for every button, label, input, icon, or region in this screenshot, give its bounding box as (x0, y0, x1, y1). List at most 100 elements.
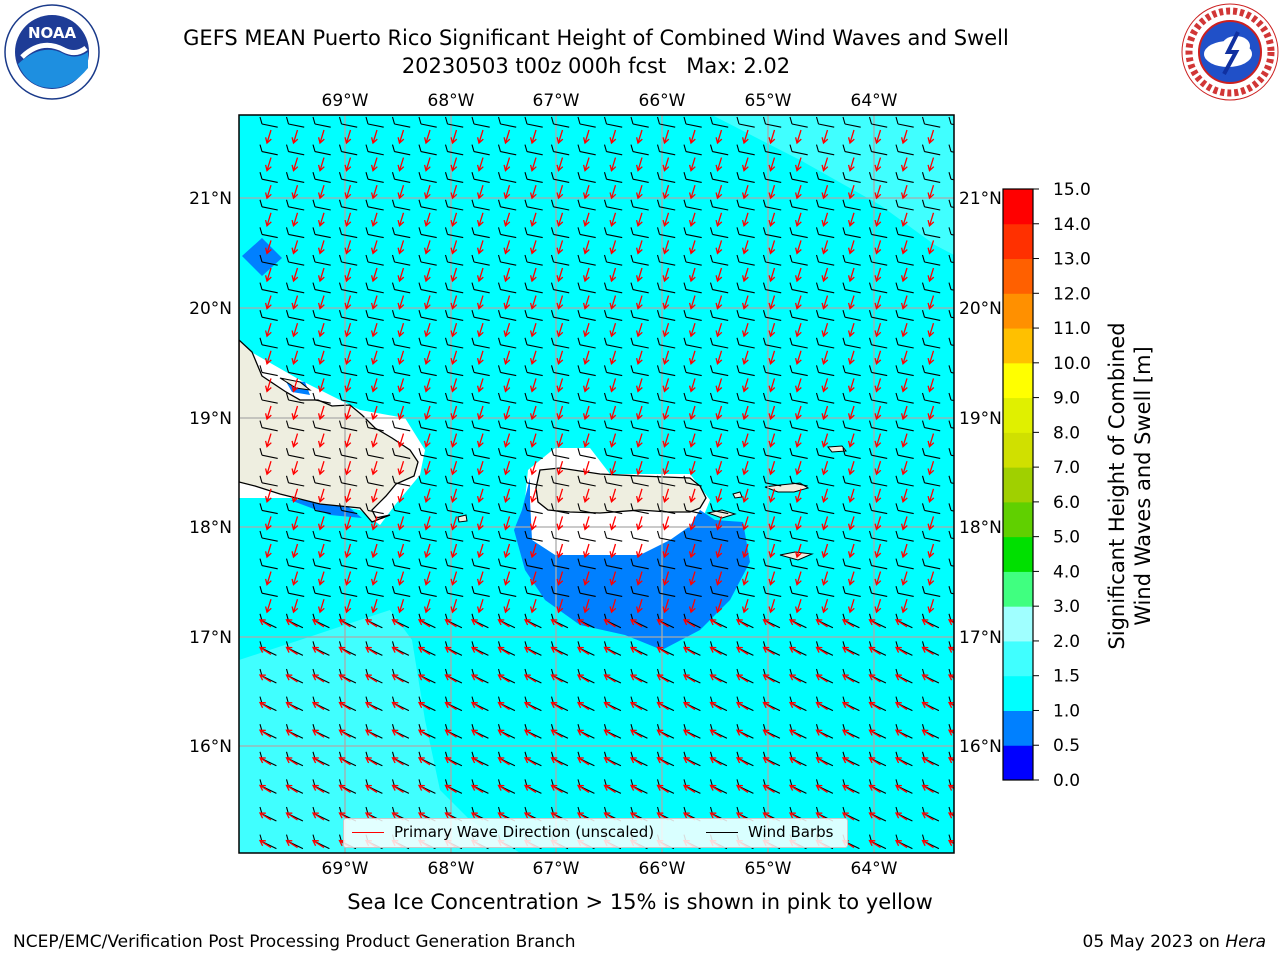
wave-direction-arrow (311, 757, 325, 766)
wind-barb (630, 199, 649, 211)
wind-barb (338, 586, 358, 597)
wind-barb (391, 144, 411, 156)
wind-barb (789, 199, 808, 211)
wave-direction-arrow (291, 267, 299, 283)
wind-barb (762, 586, 782, 597)
wind-barb (603, 503, 623, 515)
wave-direction-arrow (847, 212, 855, 228)
legend-barb-label: Wind Barbs (748, 823, 834, 841)
wind-barb (365, 503, 384, 515)
wave-direction-arrow (874, 571, 882, 586)
wave-direction-arrow (635, 323, 643, 338)
wave-direction-arrow (529, 488, 537, 504)
wave-direction-arrow (503, 212, 511, 228)
wind-barb (577, 558, 596, 570)
wind-barb (789, 558, 808, 570)
wave-direction-arrow (423, 543, 431, 559)
wave-direction-arrow (417, 646, 431, 655)
wave-direction-arrow (576, 674, 590, 683)
wave-direction-arrow (662, 295, 670, 310)
wind-barb (683, 227, 702, 239)
wind-barb (444, 254, 464, 266)
wind-barb (365, 282, 384, 294)
wave-direction-arrow (821, 543, 829, 559)
wind-barb (842, 199, 861, 211)
wind-barb (736, 503, 755, 515)
wind-barb (259, 310, 278, 321)
wave-direction-arrow (285, 729, 298, 738)
colorbar-tick-label: 9.0 (1053, 389, 1080, 409)
wind-barb (259, 558, 278, 570)
wave-direction-arrow (841, 701, 855, 711)
wave-direction-arrow (582, 543, 590, 559)
wind-barb (338, 310, 358, 321)
wave-direction-arrow (900, 433, 908, 448)
wind-barb (762, 227, 782, 239)
wave-direction-arrow (741, 571, 749, 586)
wave-direction-arrow (391, 784, 404, 793)
wave-direction-arrow (900, 157, 908, 172)
wind-barb (656, 310, 676, 321)
wind-barb (656, 172, 676, 183)
wind-barb (524, 448, 543, 459)
wind-barb (868, 254, 888, 266)
wind-barb (709, 116, 729, 128)
wave-direction-arrow (629, 757, 643, 766)
wind-barb (418, 558, 437, 570)
wave-direction-arrow (927, 516, 935, 531)
wave-direction-arrow (476, 378, 484, 393)
wind-barb (895, 586, 914, 597)
wave-direction-arrow (847, 185, 855, 200)
wave-direction-arrow (258, 619, 272, 628)
wave-direction-arrow (344, 599, 352, 614)
wind-barb (524, 420, 543, 432)
wind-barb (312, 144, 331, 156)
wave-direction-arrow (291, 350, 299, 366)
wave-direction-arrow (821, 599, 829, 614)
wind-barb (842, 282, 861, 294)
wave-direction-arrow (344, 240, 352, 255)
wave-direction-arrow (762, 757, 775, 766)
wind-barb (391, 420, 411, 432)
wind-barb (259, 503, 278, 515)
wave-direction-arrow (364, 784, 378, 793)
wind-barb (259, 475, 278, 487)
wave-direction-arrow (682, 701, 696, 711)
wave-direction-arrow (317, 405, 325, 421)
wave-direction-arrow (423, 599, 431, 614)
wave-direction-arrow (556, 157, 564, 172)
wave-direction-arrow (529, 378, 537, 393)
wave-direction-arrow (953, 385, 954, 386)
wave-direction-arrow (794, 599, 802, 614)
wave-direction-arrow (794, 516, 802, 531)
wave-direction-arrow (291, 295, 299, 310)
wave-direction-arrow (497, 701, 510, 711)
wind-barb (842, 227, 861, 239)
wind-barb (259, 116, 278, 128)
wind-barb (550, 116, 570, 128)
wind-barb (815, 116, 835, 128)
footer-date: 05 May 2023 on Hera (1083, 932, 1267, 952)
wind-barb (630, 503, 649, 515)
lon-label: 69°W (322, 859, 369, 879)
wave-direction-arrow (603, 619, 616, 628)
wave-direction-arrow (874, 129, 882, 145)
wave-direction-arrow (609, 212, 617, 228)
wind-barb (418, 392, 437, 404)
wave-direction-arrow (397, 461, 405, 476)
wind-barb (285, 199, 305, 211)
wind-barb (630, 530, 649, 542)
wave-direction-arrow (927, 433, 935, 448)
colorbar-tick-label: 2.0 (1053, 632, 1080, 652)
wind-barb (285, 172, 305, 183)
wave-direction-arrow (470, 646, 484, 655)
wave-direction-arrow (815, 646, 828, 655)
wave-direction-arrow (291, 516, 299, 531)
wind-barb (285, 282, 305, 294)
wave-direction-arrow (417, 701, 431, 711)
wind-barb (418, 420, 437, 432)
wind-barb (815, 392, 835, 404)
wave-direction-arrow (603, 674, 616, 683)
wave-direction-arrow (794, 405, 802, 421)
wave-direction-arrow (338, 701, 351, 711)
